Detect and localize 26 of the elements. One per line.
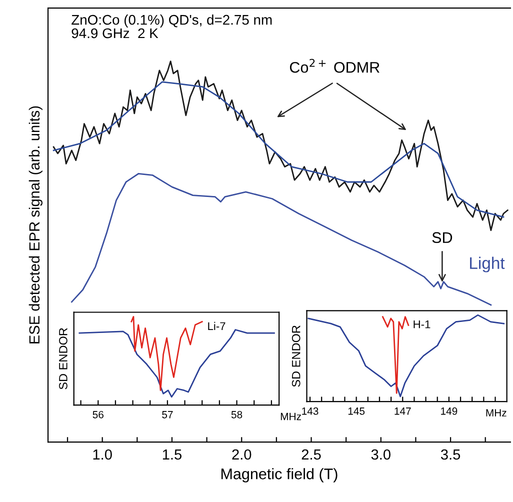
x-axis-title: MHz [486,409,506,416]
annotation: Co$^{2+}$ ODMR [290,58,380,73]
x-tick-label: 1.5 [162,449,182,460]
x-axis-title: MHz [280,412,301,420]
series-label: Light [470,256,505,272]
x-tick-label: 149 [441,407,458,415]
y-axis-title: SD ENDOR [292,326,300,387]
y-axis-title: SD ENDOR [59,328,68,390]
x-tick-label: 2.5 [302,449,321,460]
x-tick-label: 145 [348,408,365,415]
text: 94.9 GHz 2 K [72,28,158,38]
x-tick-label: 3.0 [371,449,390,460]
annotation: SD [432,232,452,243]
x-tick-label: 2.0 [232,449,252,460]
x-tick-label: 57 [162,411,173,418]
x-axis-title: Magnetic field (T) [221,468,338,482]
x-tick-label: 147 [394,408,411,415]
annotation: H-1 [414,320,430,328]
text: ZnO:Co (0.1%) QD's, d=2.75 nm [72,14,272,28]
annotation: Li-7 [208,322,226,330]
y-axis-title: ESE detected EPR signal (arb. units) [28,106,42,344]
x-tick-label: 143 [302,407,318,415]
x-tick-label: 56 [92,410,104,418]
x-tick-label: 1.0 [93,449,112,460]
x-tick-label: 58 [231,410,242,418]
x-tick-label: 3.5 [440,449,460,460]
